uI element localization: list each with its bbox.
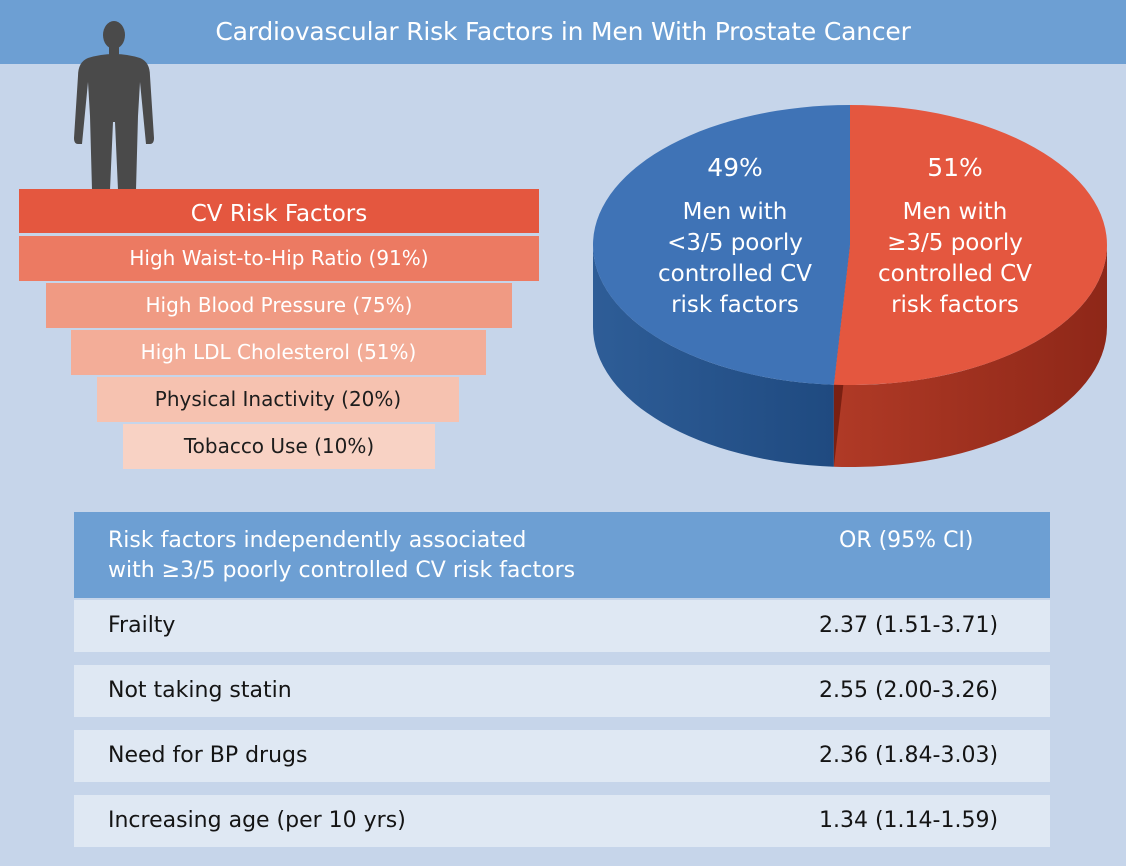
pie-line: Men with xyxy=(902,199,1008,225)
table-row: Need for BP drugs 2.36 (1.84-3.03) xyxy=(74,730,1050,782)
pie-pct-blue: 49% xyxy=(707,153,763,182)
table-cell-factor: Need for BP drugs xyxy=(108,743,308,768)
pie-side-red xyxy=(833,245,1107,467)
risk-factor-waist-to-hip: High Waist-to-Hip Ratio (91%) xyxy=(19,236,539,281)
table-cell-factor: Not taking statin xyxy=(108,678,292,703)
risk-factor-ldl-cholesterol: High LDL Cholesterol (51%) xyxy=(71,330,486,375)
pie-chart: 49% Men with <3/5 poorly controlled CV r… xyxy=(580,100,1120,480)
table-row: Frailty 2.37 (1.51-3.71) xyxy=(74,600,1050,652)
pie-side-blue xyxy=(593,245,834,467)
odds-ratio-table: Risk factors independently associated wi… xyxy=(74,512,1050,847)
pie-pct-red: 51% xyxy=(927,153,983,182)
page-title: Cardiovascular Risk Factors in Men With … xyxy=(0,0,1126,64)
pie-label-red: 51% Men with ≥3/5 poorly controlled CV r… xyxy=(840,152,1070,321)
man-silhouette-icon xyxy=(74,21,154,190)
table-row: Not taking statin 2.55 (2.00-3.26) xyxy=(74,665,1050,717)
table-cell-or: 1.34 (1.14-1.59) xyxy=(819,808,999,833)
table-header-factor: Risk factors independently associated wi… xyxy=(108,526,708,586)
risk-factor-blood-pressure: High Blood Pressure (75%) xyxy=(46,283,512,328)
risk-factor-physical-inactivity: Physical Inactivity (20%) xyxy=(97,377,459,422)
table-header-or: OR (95% CI) xyxy=(839,528,974,553)
table-row: Increasing age (per 10 yrs) 1.34 (1.14-1… xyxy=(74,795,1050,847)
pie-chart-svg xyxy=(592,105,1107,467)
table-cell-factor: Increasing age (per 10 yrs) xyxy=(108,808,406,833)
table-header-line: with ≥3/5 poorly controlled CV risk fact… xyxy=(108,558,576,583)
pyramid-title: CV Risk Factors xyxy=(19,189,539,233)
pie-line: ≥3/5 poorly xyxy=(887,230,1023,256)
table-cell-or: 2.37 (1.51-3.71) xyxy=(819,613,999,638)
table-cell-or: 2.36 (1.84-3.03) xyxy=(819,743,999,768)
pie-slice-blue xyxy=(592,105,850,385)
pie-line: controlled CV xyxy=(658,261,812,287)
pie-line: <3/5 poorly xyxy=(667,230,803,256)
table-cell-or: 2.55 (2.00-3.26) xyxy=(819,678,999,703)
pie-line: risk factors xyxy=(671,292,799,318)
pie-label-blue: 49% Men with <3/5 poorly controlled CV r… xyxy=(620,152,850,321)
table-cell-factor: Frailty xyxy=(108,613,176,638)
pie-line: controlled CV xyxy=(878,261,1032,287)
table-header: Risk factors independently associated wi… xyxy=(74,512,1050,598)
risk-factor-tobacco-use: Tobacco Use (10%) xyxy=(123,424,435,469)
table-header-line: Risk factors independently associated xyxy=(108,528,527,553)
pie-line: risk factors xyxy=(891,292,1019,318)
pie-slice-red xyxy=(833,105,1107,385)
pie-line: Men with xyxy=(682,199,788,225)
